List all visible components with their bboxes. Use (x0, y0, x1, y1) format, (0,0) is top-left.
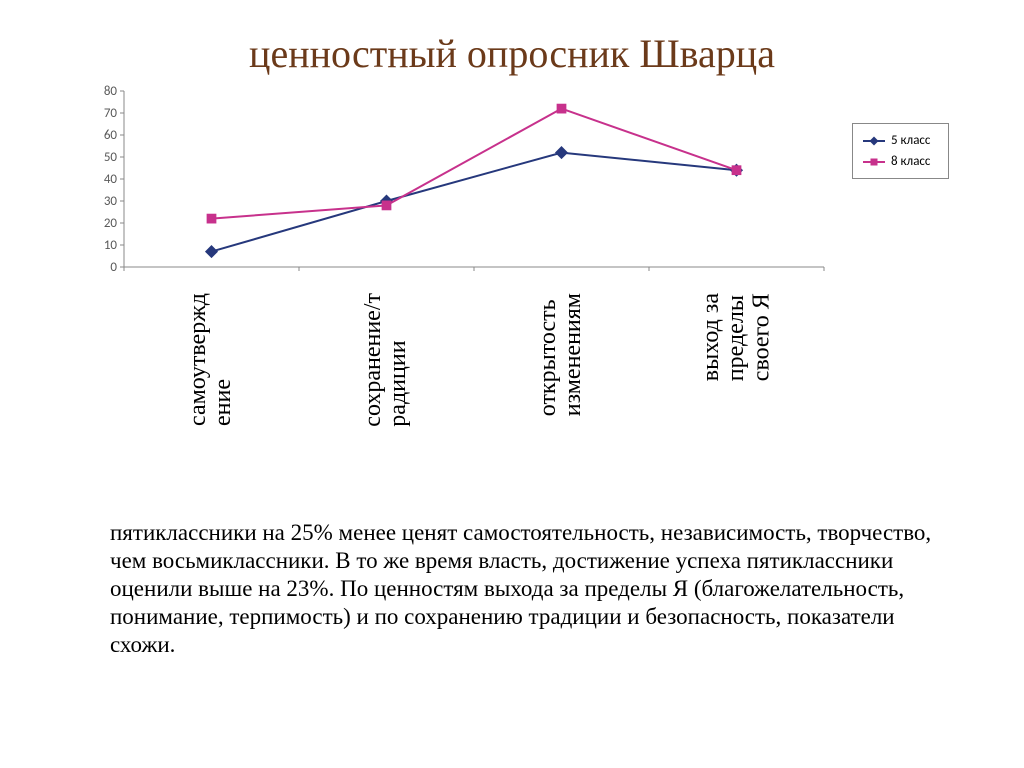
category-label: самоутверждение (186, 293, 236, 426)
svg-text:50: 50 (104, 150, 118, 165)
legend: 5 класс 8 класс (852, 123, 949, 179)
svg-text:40: 40 (104, 172, 118, 187)
body-text: пятиклассники на 25% менее ценят самосто… (110, 519, 964, 659)
legend-label: 5 класс (891, 133, 930, 148)
chart-row: 0 10 20 30 40 50 60 70 80 самоутверждение сохране… (80, 83, 984, 513)
svg-text:80: 80 (104, 84, 118, 99)
legend-swatch-line (863, 161, 885, 163)
svg-text:70: 70 (104, 106, 118, 121)
svg-text:60: 60 (104, 128, 118, 143)
legend-swatch-line (863, 140, 885, 142)
slide: ценностный опросник Шварца 0 10 20 30 40 50 60… (0, 0, 1024, 768)
category-label: сохранение/традиции (361, 293, 411, 427)
category-label: открытостьизменениям (536, 293, 586, 416)
svg-text:30: 30 (104, 194, 118, 209)
legend-swatch-marker (871, 158, 878, 165)
slide-title: ценностный опросник Шварца (40, 30, 984, 77)
legend-item: 8 класс (863, 151, 930, 172)
legend-item: 5 класс (863, 130, 930, 151)
category-labels: самоутверждение сохранение/традиции открыт… (80, 283, 840, 513)
legend-label: 8 класс (891, 154, 930, 169)
chart-wrap: 0 10 20 30 40 50 60 70 80 самоутверждение сохране… (80, 83, 840, 513)
svg-text:10: 10 (104, 238, 118, 253)
category-label: выход запределысвоего Я (699, 293, 775, 381)
svg-text:0: 0 (110, 260, 117, 275)
svg-text:20: 20 (104, 216, 118, 231)
line-chart: 0 10 20 30 40 50 60 70 80 (80, 83, 840, 283)
legend-swatch-marker (869, 136, 879, 141)
